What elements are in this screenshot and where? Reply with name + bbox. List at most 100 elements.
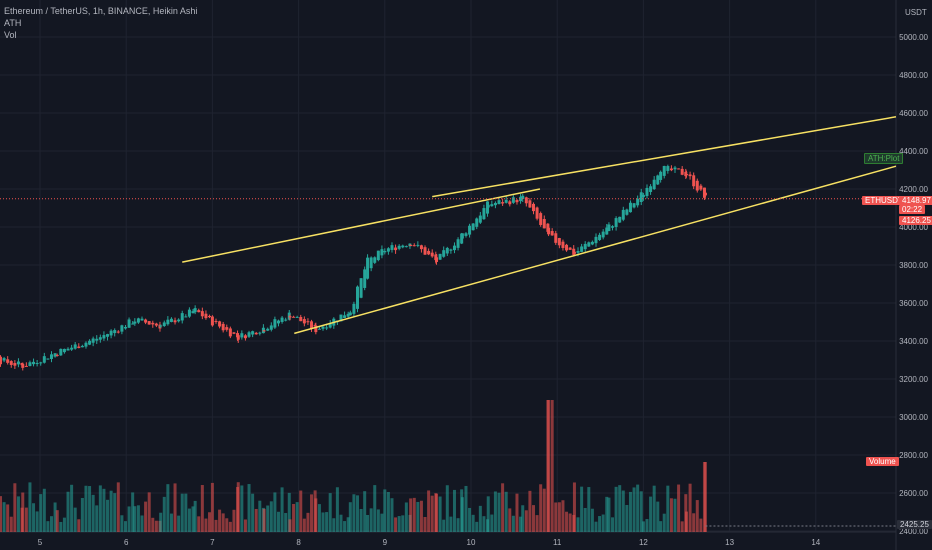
volume-bar	[685, 511, 688, 532]
candle-body	[427, 250, 431, 255]
candle-body	[62, 348, 66, 353]
volume-bar	[427, 490, 431, 532]
candle-body	[404, 246, 408, 248]
volume-bar	[550, 400, 554, 532]
candle-body	[449, 249, 453, 251]
volume-bar	[366, 514, 370, 532]
volume-bar	[321, 512, 325, 532]
x-tick-label: 11	[553, 538, 562, 547]
candle-body	[703, 192, 707, 196]
candle-body	[677, 168, 681, 170]
candle-body	[688, 174, 692, 177]
candle-body	[632, 203, 636, 208]
candle-body	[666, 166, 670, 171]
volume-bar	[173, 483, 177, 532]
countdown-badge: 02:22	[899, 205, 926, 214]
candle-body	[508, 201, 512, 205]
time-axis[interactable]: 5 6 7 8 9 10 11 12 13 14	[38, 538, 821, 547]
candle-body	[28, 362, 32, 367]
volume-bar	[28, 482, 32, 532]
candle-body	[397, 245, 401, 249]
volume-bar	[95, 505, 99, 532]
candle-body	[273, 319, 277, 328]
chart-title: Ethereum / TetherUS, 1h, BINANCE, Heikin…	[4, 6, 198, 16]
volume-bar	[486, 496, 490, 532]
volume-bar	[191, 506, 195, 532]
volume-bar	[159, 512, 163, 532]
volume-bar	[639, 491, 643, 532]
candle-body	[628, 202, 632, 213]
candle-body	[325, 327, 329, 329]
volume-bar	[102, 488, 106, 532]
candlesticks	[0, 164, 707, 371]
volume-bar	[656, 501, 660, 532]
candle-body	[587, 242, 591, 247]
volume-bar	[587, 487, 591, 532]
volume-bar	[177, 515, 181, 532]
volume-bar	[339, 514, 343, 532]
volume-bar	[590, 508, 594, 532]
candle-body	[73, 344, 77, 349]
volume-bar	[187, 508, 191, 532]
candle-body	[435, 257, 439, 262]
candle-body	[685, 173, 688, 175]
candle-body	[614, 218, 618, 227]
candle-body	[535, 207, 539, 219]
x-tick-label: 14	[811, 538, 820, 547]
volume-bar	[528, 490, 532, 532]
currency-label: USDT	[902, 8, 930, 17]
y-tick-label: 3400.00	[899, 337, 928, 346]
candle-body	[127, 319, 131, 328]
volume-bar	[332, 518, 336, 532]
candle-body	[106, 334, 110, 337]
volume-bar	[70, 484, 74, 532]
candle-body	[193, 308, 197, 313]
candle-body	[346, 313, 350, 317]
candle-body	[639, 192, 643, 202]
volume-bar	[266, 505, 270, 532]
candle-body	[501, 202, 505, 204]
candle-body	[554, 233, 558, 243]
candle-body	[605, 227, 609, 235]
volume-value-badge: 2425.25	[897, 520, 932, 529]
volume-bar	[193, 500, 197, 532]
candle-body	[611, 226, 615, 228]
candle-body	[490, 204, 494, 207]
price-axis[interactable]: 5000.00 4800.00 4600.00 4400.00 4200.00 4000.…	[899, 33, 928, 536]
volume-bar	[66, 491, 70, 532]
low-price-badge: 4126.25	[899, 216, 932, 225]
candle-body	[147, 321, 151, 325]
volume-bar	[531, 505, 535, 532]
candle-body	[9, 361, 13, 365]
volume-bar	[42, 488, 46, 532]
x-tick-label: 6	[124, 538, 129, 547]
candle-body	[131, 323, 135, 325]
volume-bar	[625, 504, 629, 532]
volume-bar	[348, 502, 352, 532]
candle-body	[504, 199, 508, 203]
volume-bar	[169, 513, 173, 532]
candle-body	[173, 320, 177, 323]
volume-bar	[240, 485, 244, 532]
ath-plot-badge[interactable]: ATH:Plot	[864, 153, 904, 164]
candle-body	[343, 315, 347, 318]
y-tick-label: 2600.00	[899, 489, 928, 498]
candle-body	[594, 236, 598, 244]
candle-body	[321, 326, 325, 329]
volume-badge[interactable]: Volume	[866, 457, 899, 466]
candle-body	[120, 325, 124, 332]
volume-bar	[673, 498, 677, 532]
symbol-badge[interactable]: ETHUSDT	[862, 196, 906, 205]
candle-body	[102, 335, 106, 339]
volume-bar	[666, 485, 670, 532]
volume-bar	[662, 513, 666, 532]
candle-body	[59, 348, 63, 356]
volume-bar	[276, 511, 280, 532]
candle-body	[366, 257, 370, 279]
x-tick-label: 13	[725, 538, 734, 547]
candle-body	[401, 245, 405, 248]
candle-body	[133, 321, 137, 324]
volume-bar	[53, 502, 57, 532]
candle-body	[251, 331, 255, 335]
